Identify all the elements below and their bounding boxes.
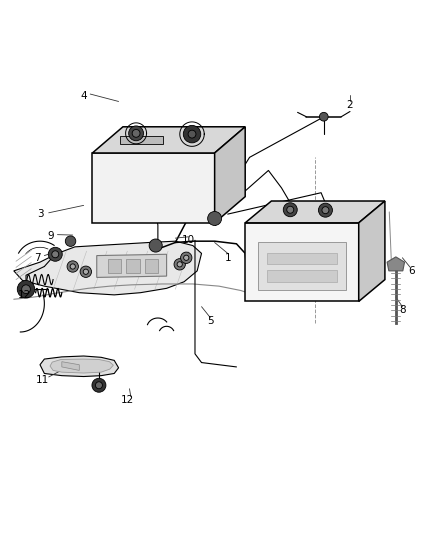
Circle shape [95,382,102,389]
Bar [127,259,140,273]
Polygon shape [50,359,113,373]
Circle shape [208,212,222,225]
Text: 6: 6 [408,266,414,276]
Polygon shape [14,241,201,295]
Bar [145,259,158,273]
Circle shape [17,280,35,298]
Circle shape [92,378,106,392]
Polygon shape [97,254,166,277]
Circle shape [21,285,30,294]
Polygon shape [215,127,245,223]
Circle shape [80,266,92,277]
Circle shape [149,239,162,252]
Text: 5: 5 [207,316,214,326]
Circle shape [65,236,76,246]
Circle shape [132,130,140,138]
Polygon shape [40,356,119,376]
Text: 1: 1 [224,253,231,263]
Text: 10: 10 [182,235,195,245]
Circle shape [318,203,332,217]
Bar [267,253,337,264]
Circle shape [180,252,192,263]
Text: 9: 9 [48,231,54,241]
Text: 11: 11 [35,375,49,385]
Circle shape [184,255,189,261]
Circle shape [52,251,59,258]
Text: 3: 3 [37,209,43,219]
Circle shape [322,207,329,214]
Circle shape [177,262,182,267]
Bar [267,270,337,282]
Circle shape [67,261,78,272]
Polygon shape [258,243,346,289]
Polygon shape [387,257,405,271]
Text: 4: 4 [80,91,87,101]
Text: 8: 8 [399,305,406,315]
Text: 12: 12 [121,394,134,405]
Circle shape [174,259,185,270]
Polygon shape [245,201,385,223]
Circle shape [48,247,62,261]
Text: 12: 12 [18,290,32,300]
Bar [108,259,121,273]
Circle shape [129,126,144,141]
Bar [120,136,162,144]
Polygon shape [245,223,359,302]
Polygon shape [92,153,215,223]
Polygon shape [92,127,245,153]
Circle shape [283,203,297,217]
Circle shape [70,264,75,269]
Circle shape [188,130,196,138]
Text: 2: 2 [346,100,353,110]
Circle shape [287,206,294,213]
Polygon shape [62,362,79,370]
Circle shape [183,125,201,143]
Circle shape [83,269,88,274]
Polygon shape [359,201,385,302]
Text: 7: 7 [35,253,41,263]
Circle shape [319,112,328,121]
